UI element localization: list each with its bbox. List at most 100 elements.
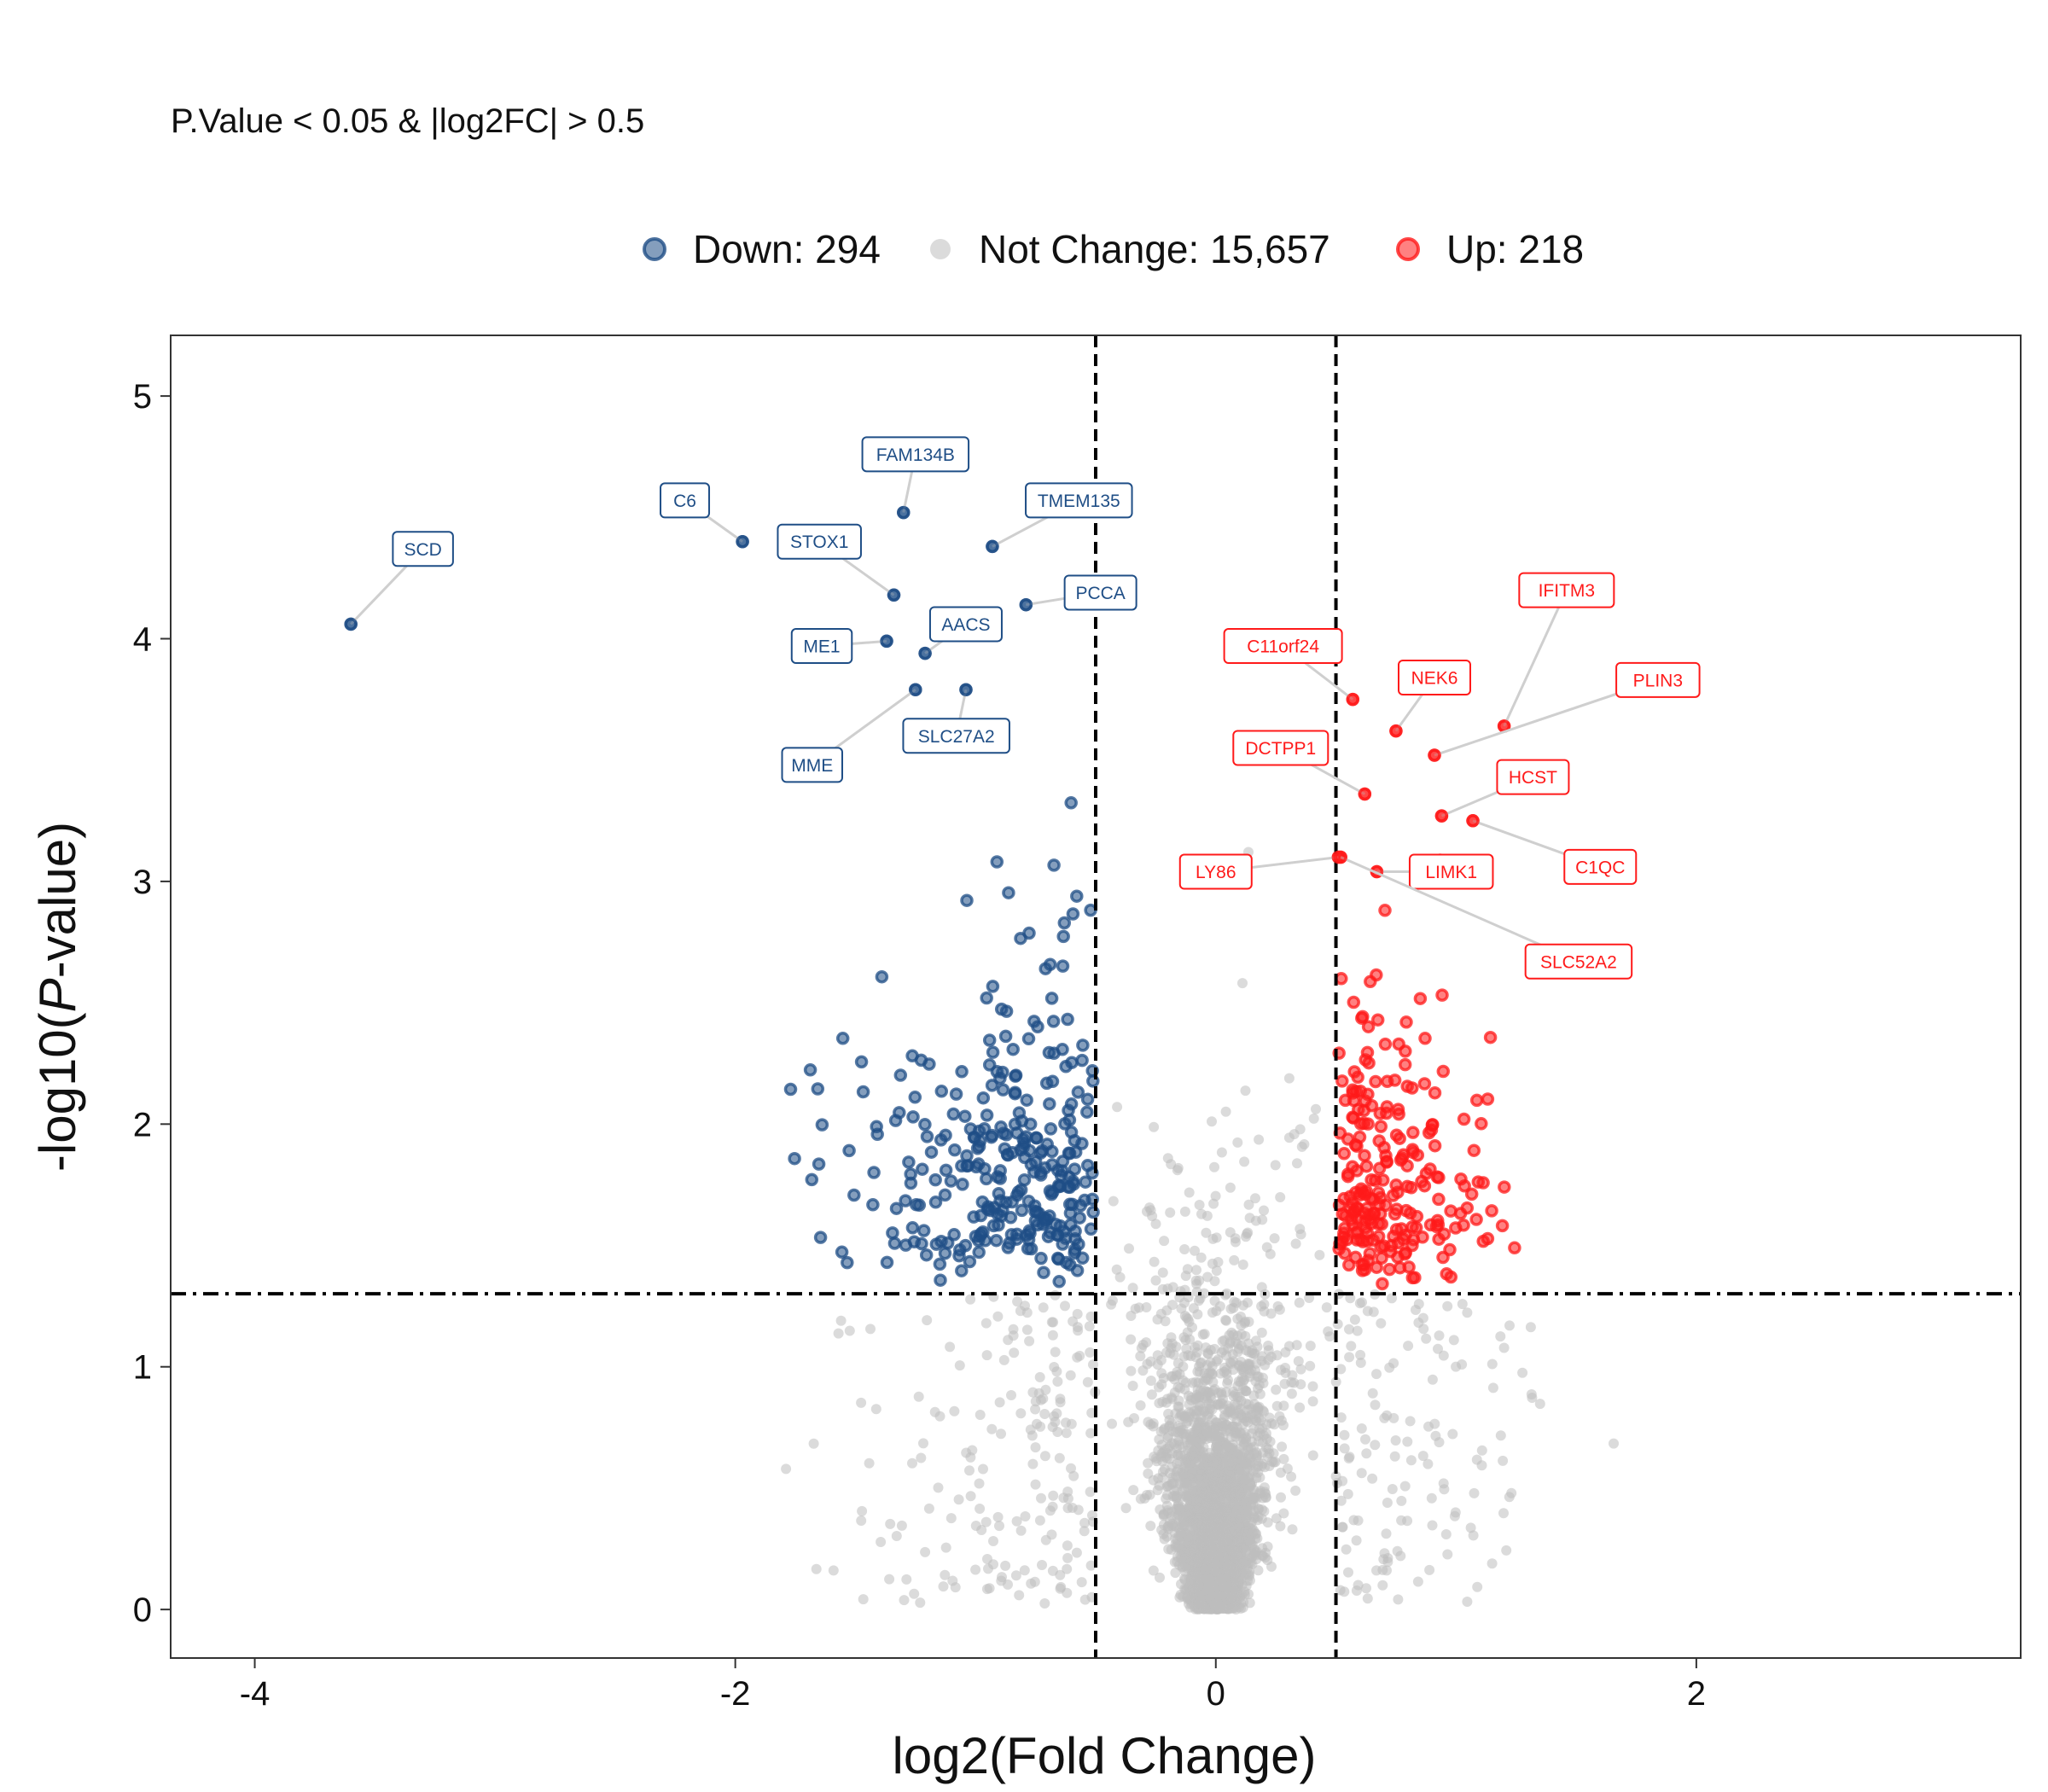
data-point — [1194, 1505, 1205, 1516]
data-point — [1344, 1324, 1354, 1335]
data-point — [887, 1236, 902, 1250]
data-point — [1406, 1126, 1420, 1139]
data-point — [1174, 1382, 1185, 1393]
data-point — [1440, 1529, 1452, 1539]
data-point — [1034, 1371, 1045, 1382]
data-point — [854, 1055, 869, 1069]
data-point — [1223, 1533, 1233, 1544]
data-point — [906, 1110, 920, 1124]
data-point — [939, 1163, 953, 1178]
data-point — [1050, 1251, 1065, 1265]
data-point — [1180, 1510, 1191, 1521]
data-point — [1462, 1597, 1473, 1607]
data-point — [923, 1503, 934, 1514]
data-point — [1157, 1283, 1168, 1295]
data-point — [1457, 1299, 1468, 1310]
data-point — [1075, 1137, 1089, 1150]
data-point — [1495, 1430, 1506, 1441]
data-point — [1178, 1574, 1190, 1585]
data-point — [1190, 1245, 1200, 1256]
gene-labels: SCDC6FAM134BSTOX1TMEM135PCCAAACSME1SLC27… — [344, 436, 1701, 980]
data-point — [844, 1325, 855, 1336]
gene-point — [959, 683, 973, 696]
data-point — [1050, 1347, 1061, 1358]
data-point — [1307, 1396, 1318, 1407]
data-point — [1009, 1069, 1022, 1083]
data-point — [994, 1120, 1008, 1134]
data-point — [933, 1257, 947, 1271]
data-point — [1231, 1568, 1242, 1579]
data-point — [905, 1049, 919, 1063]
data-point — [1141, 1490, 1152, 1500]
data-point — [1430, 1213, 1445, 1228]
data-point — [1346, 1341, 1357, 1352]
data-point — [1066, 1463, 1076, 1474]
data-point — [1382, 1556, 1393, 1568]
data-point — [983, 1563, 993, 1574]
data-point — [1052, 1275, 1066, 1289]
data-point — [1194, 1200, 1205, 1210]
data-point — [986, 980, 1000, 993]
data-point — [970, 1521, 981, 1531]
data-point — [947, 1575, 958, 1586]
data-point — [1254, 1380, 1265, 1391]
data-point — [928, 1172, 942, 1187]
data-point — [833, 1328, 844, 1339]
data-point — [964, 1465, 975, 1476]
data-point — [1268, 1448, 1279, 1459]
data-point — [1417, 1077, 1432, 1091]
data-point — [1371, 1565, 1382, 1576]
data-point — [1155, 1452, 1167, 1462]
data-point — [1362, 1593, 1373, 1604]
data-point — [1374, 1120, 1388, 1133]
data-point — [1207, 1490, 1219, 1501]
data-point — [1210, 1504, 1221, 1516]
gene-label-box — [1397, 660, 1471, 696]
data-point — [1269, 1233, 1280, 1244]
x-tick-label: 2 — [1687, 1675, 1706, 1713]
data-point — [1174, 1523, 1185, 1534]
data-point — [1338, 1247, 1352, 1260]
gene-label-text: MME — [791, 756, 833, 776]
data-point — [1423, 1458, 1434, 1469]
data-point — [949, 1087, 963, 1101]
data-point — [1242, 1529, 1254, 1540]
data-point — [1347, 995, 1361, 1009]
gene-label-text: C1QC — [1575, 858, 1625, 877]
data-point — [1184, 1411, 1195, 1423]
data-point — [1280, 1367, 1291, 1378]
data-point — [1517, 1367, 1528, 1378]
data-point — [1136, 1342, 1147, 1353]
data-point — [972, 1245, 986, 1260]
data-point — [870, 1404, 881, 1415]
gene-point — [736, 534, 749, 549]
data-point — [1228, 1508, 1239, 1519]
data-point — [1142, 1206, 1152, 1217]
data-point — [847, 1188, 861, 1202]
data-point — [1343, 1567, 1353, 1578]
data-point — [1070, 889, 1084, 903]
data-point — [1164, 1468, 1175, 1479]
data-point — [1184, 1526, 1195, 1537]
data-point — [1471, 1175, 1486, 1189]
gene-label: PCCA — [1019, 574, 1137, 612]
data-point — [1002, 886, 1015, 899]
x-tick-label: 0 — [1207, 1675, 1225, 1713]
data-point — [1308, 1113, 1319, 1124]
data-point — [1348, 1250, 1363, 1265]
data-point — [1062, 1552, 1073, 1563]
data-point — [1232, 1338, 1243, 1349]
data-point — [1377, 1580, 1388, 1591]
data-point — [893, 1068, 908, 1082]
data-point — [1155, 1572, 1165, 1583]
data-point — [1074, 1350, 1085, 1361]
data-point — [907, 1457, 917, 1469]
data-point — [1290, 1238, 1301, 1249]
data-point — [934, 1133, 948, 1147]
data-point — [1243, 1199, 1254, 1210]
data-point — [1347, 1111, 1360, 1125]
data-point — [1264, 1461, 1275, 1471]
data-point — [1222, 1562, 1233, 1573]
data-point — [1008, 1330, 1019, 1341]
data-point — [938, 1188, 952, 1202]
